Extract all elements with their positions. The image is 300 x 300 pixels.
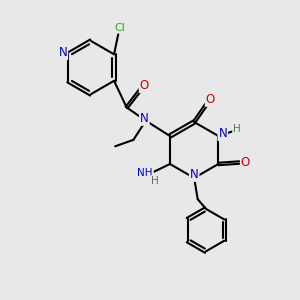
- Text: H: H: [233, 124, 241, 134]
- Text: O: O: [206, 93, 215, 106]
- Text: N: N: [218, 127, 227, 140]
- Text: N: N: [190, 168, 199, 181]
- Text: Cl: Cl: [115, 23, 125, 33]
- Text: O: O: [140, 79, 149, 92]
- Text: O: O: [241, 156, 250, 169]
- Text: NH: NH: [137, 168, 153, 178]
- Text: N: N: [58, 46, 67, 59]
- Text: N: N: [140, 112, 149, 125]
- Text: H: H: [151, 176, 159, 186]
